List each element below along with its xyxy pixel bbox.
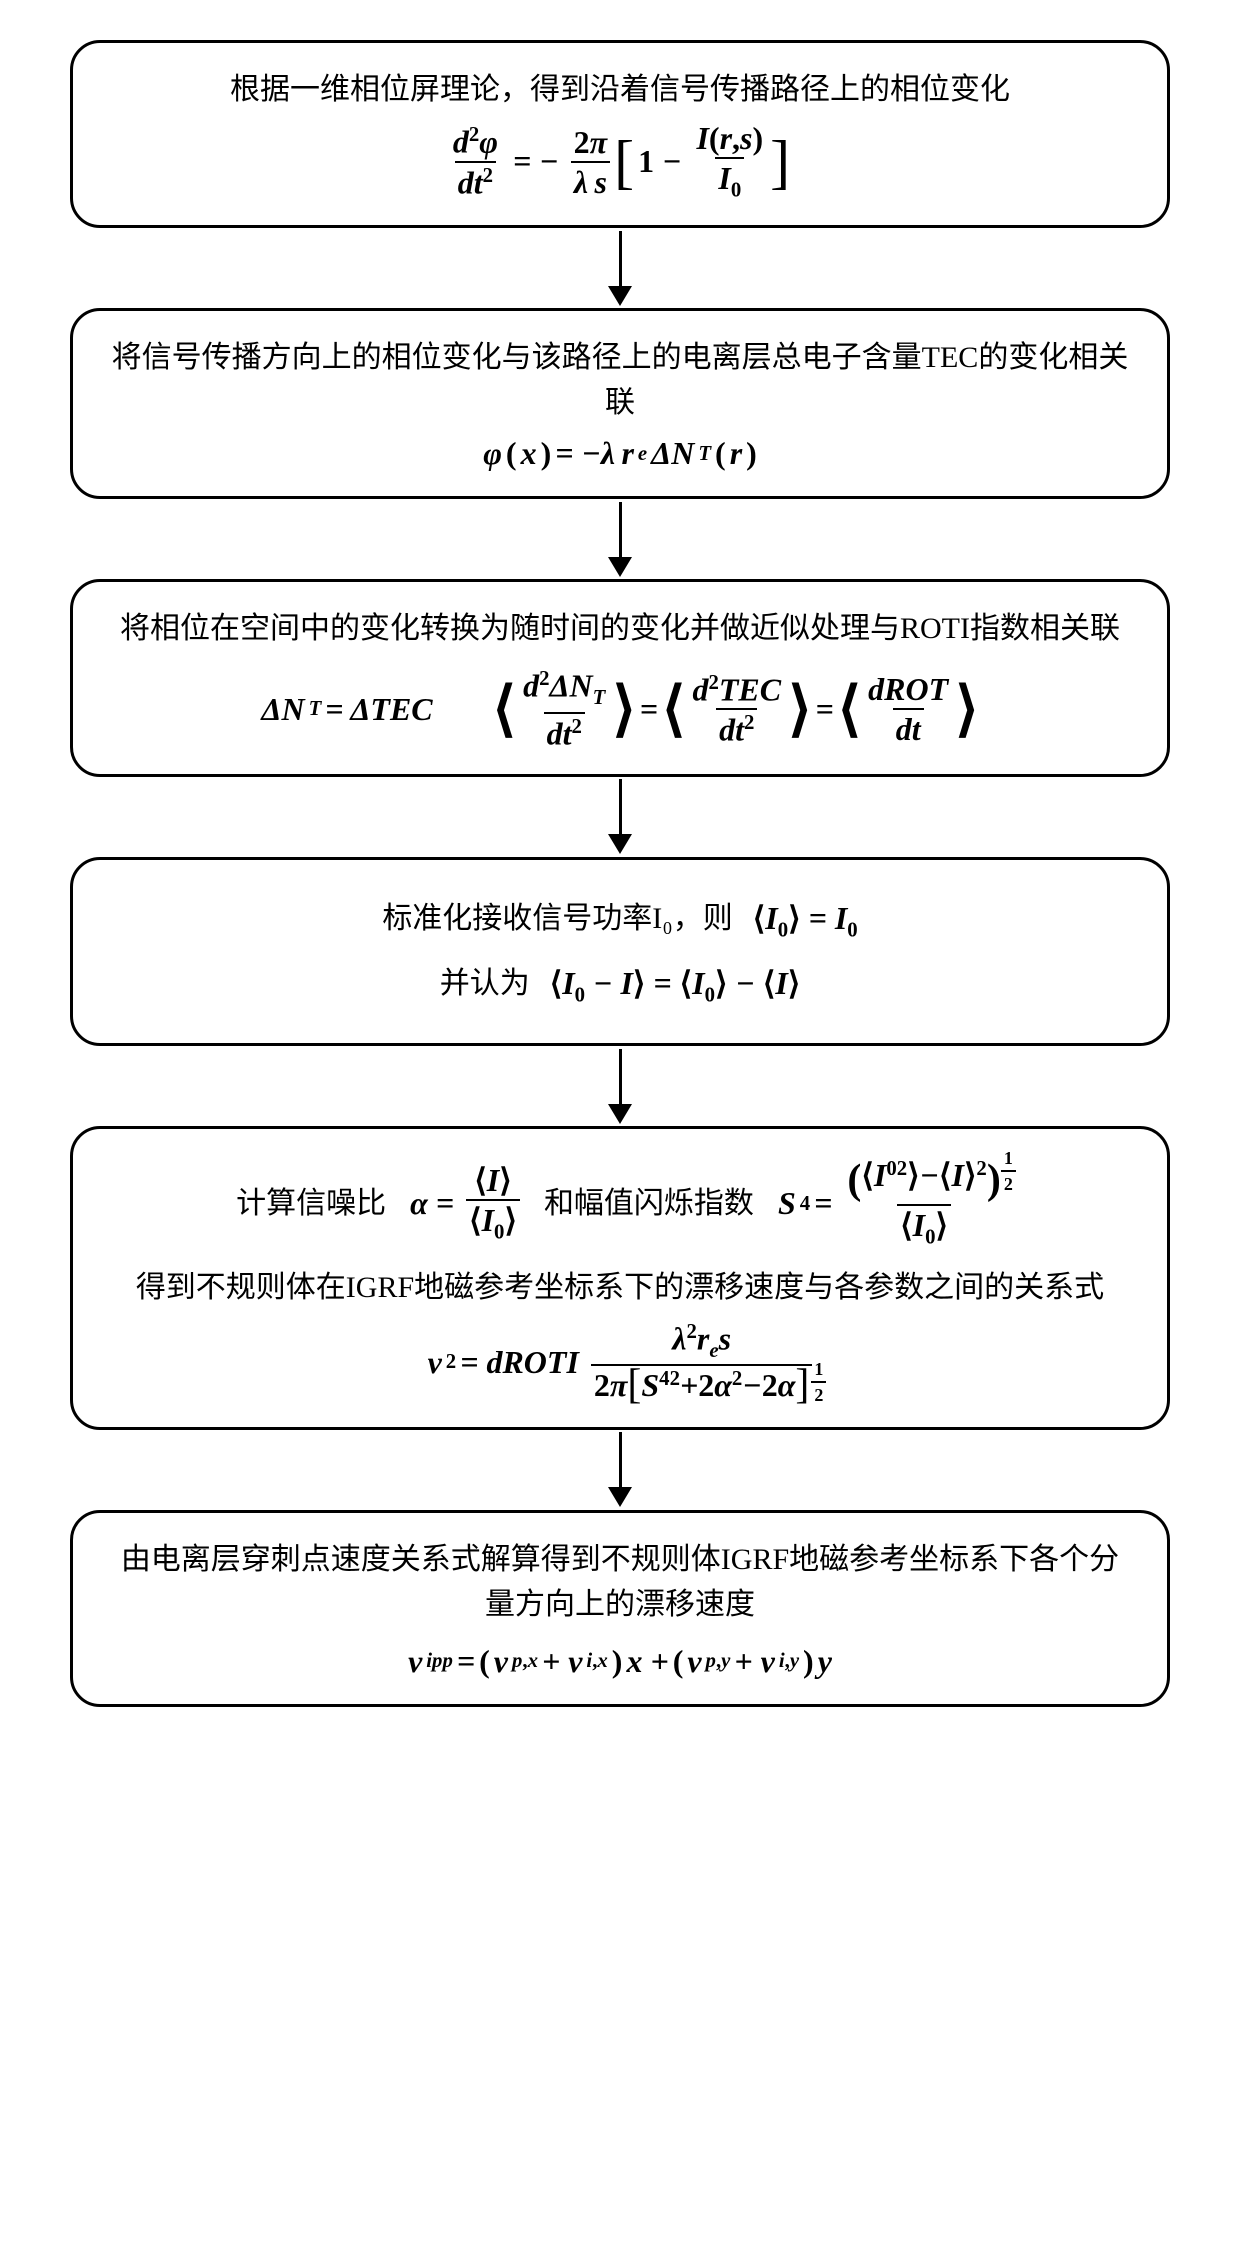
node4-line1: 标准化接收信号功率I₀，则 ⟨I0⟩ = I0 [109,890,1131,949]
flowchart-node-1: 根据一维相位屏理论，得到沿着信号传播路径上的相位变化 d2φ dt2 = − 2… [70,40,1170,228]
arrow-1-2 [608,228,632,308]
arrow-5-6 [608,1430,632,1510]
node5-line1a: 计算信噪比 [236,1177,386,1231]
arrow-3-4 [608,777,632,857]
node4-line2-text: 并认为 [440,957,530,1011]
node4-line2: 并认为 ⟨I0 − I⟩ = ⟨I0⟩ − ⟨I⟩ [109,955,1131,1014]
flowchart-node-4: 标准化接收信号功率I₀，则 ⟨I0⟩ = I0 并认为 ⟨I0 − I⟩ = ⟨… [70,857,1170,1047]
flowchart-node-5: 计算信噪比 α = ⟨I⟩ ⟨I0⟩ 和幅值闪烁指数 S4 = (⟨I02⟩ −… [70,1126,1170,1430]
node5-formula: v2 = dROTI λ2res 2π[S42 + 2α2 − 2α] 12 [109,1322,1131,1403]
arrow-4-5 [608,1046,632,1126]
flowchart-node-2: 将信号传播方向上的相位变化与该路径上的电离层总电子含量TEC的变化相关联 φ(x… [70,308,1170,499]
node4-line1-text: 标准化接收信号功率I₀，则 [382,892,732,946]
node3-formulas: ΔNT = ΔTEC ⟨ d2ΔNT dt2 ⟩ = ⟨ d2TEC dt2 ⟩… [109,661,1131,750]
flowchart-node-6: 由电离层穿刺点速度关系式解算得到不规则体IGRF地磁参考坐标系下各个分量方向上的… [70,1510,1170,1707]
arrow-2-3 [608,499,632,579]
node1-text: 根据一维相位屏理论，得到沿着信号传播路径上的相位变化 [109,67,1131,112]
node2-text: 将信号传播方向上的相位变化与该路径上的电离层总电子含量TEC的变化相关联 [109,335,1131,425]
node5-line1: 计算信噪比 α = ⟨I⟩ ⟨I0⟩ 和幅值闪烁指数 S4 = (⟨I02⟩ −… [109,1159,1131,1248]
flowchart-node-3: 将相位在空间中的变化转换为随时间的变化并做近似处理与ROTI指数相关联 ΔNT … [70,579,1170,777]
node6-formula: vipp = (vp,x + vi,x)x + (vp,y + vi,y)y [109,1643,1131,1680]
node1-formula: d2φ dt2 = − 2π λ s [ 1 − I(r,s) I0 ] [109,122,1131,201]
node5-line1c: 和幅值闪烁指数 [544,1177,754,1231]
node6-text: 由电离层穿刺点速度关系式解算得到不规则体IGRF地磁参考坐标系下各个分量方向上的… [109,1537,1131,1627]
node3-text: 将相位在空间中的变化转换为随时间的变化并做近似处理与ROTI指数相关联 [109,606,1131,651]
node5-line2: 得到不规则体在IGRF地磁参考坐标系下的漂移速度与各参数之间的关系式 [109,1265,1131,1310]
node2-formula: φ(x) = −λ reΔNT(r) [109,435,1131,472]
